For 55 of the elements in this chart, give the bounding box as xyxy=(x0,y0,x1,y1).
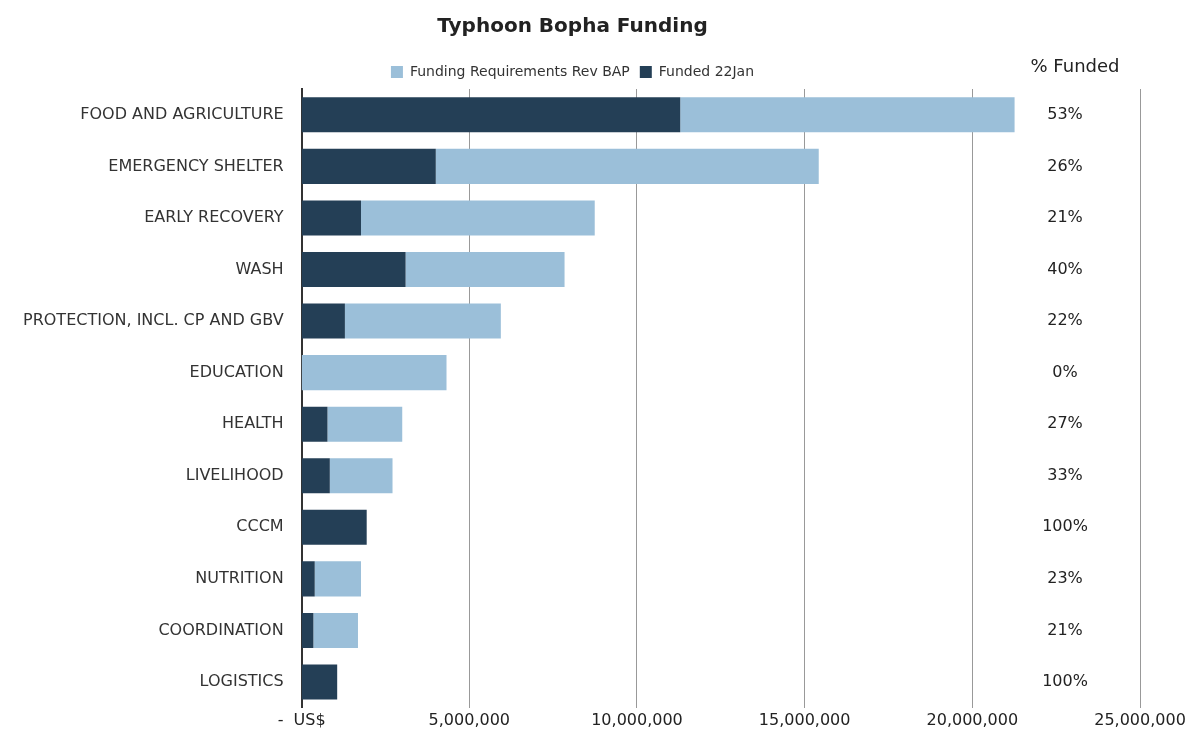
annotation: 21% xyxy=(1047,619,1083,639)
bar xyxy=(301,148,436,184)
bar xyxy=(301,458,330,494)
x-tick-label: - US$ xyxy=(277,709,326,729)
bar xyxy=(680,97,1015,133)
bar xyxy=(327,406,403,442)
bar xyxy=(344,303,501,339)
bar xyxy=(301,612,314,648)
annotation: 21% xyxy=(1047,207,1083,227)
annotation: 0% xyxy=(1052,361,1078,381)
bar xyxy=(301,561,315,597)
bar xyxy=(301,355,447,391)
bar xyxy=(313,612,358,648)
annotation: 26% xyxy=(1047,155,1083,175)
legend-label: Funding Requirements Rev BAP xyxy=(409,62,630,79)
bar xyxy=(314,561,361,597)
y-tick-label: EMERGENCY SHELTER xyxy=(108,155,284,175)
bar xyxy=(301,509,367,545)
bar xyxy=(301,664,338,700)
x-tick-label: 5,000,000 xyxy=(428,709,511,729)
x-tick-label: 15,000,000 xyxy=(758,709,851,729)
y-tick-label: PROTECTION, INCL. CP AND GBV xyxy=(23,310,284,330)
y-tick-label: FOOD AND AGRICULTURE xyxy=(80,103,284,123)
bar xyxy=(361,200,595,236)
x-tick-label: 25,000,000 xyxy=(1094,709,1186,729)
bar xyxy=(435,148,819,184)
y-tick-label: EDUCATION xyxy=(189,361,284,381)
bar xyxy=(329,458,393,494)
x-tick-label: 20,000,000 xyxy=(926,709,1019,729)
y-tick-label: EARLY RECOVERY xyxy=(144,207,284,227)
bar xyxy=(301,200,361,236)
legend-label: Funded 22Jan xyxy=(658,62,755,79)
annotation: 53% xyxy=(1047,103,1083,123)
annotation: 22% xyxy=(1047,310,1083,330)
annotation: 27% xyxy=(1047,413,1083,433)
y-tick-label: LIVELIHOOD xyxy=(185,464,284,484)
annotation: 40% xyxy=(1047,258,1083,278)
bar xyxy=(301,303,345,339)
text: % Funded xyxy=(1030,54,1120,76)
annotation: 33% xyxy=(1047,464,1083,484)
x-tick-label: 10,000,000 xyxy=(591,709,683,729)
annotation: 100% xyxy=(1042,516,1088,536)
annotation: 100% xyxy=(1042,671,1088,691)
bar xyxy=(405,251,565,288)
bar xyxy=(301,251,406,288)
y-tick-label: CCCM xyxy=(236,516,284,536)
y-tick-label: HEALTH xyxy=(222,413,284,433)
bar xyxy=(301,97,681,133)
y-tick-label: LOGISTICS xyxy=(199,671,284,691)
y-tick-label: NUTRITION xyxy=(195,568,284,588)
bar xyxy=(301,406,328,442)
y-tick-label: WASH xyxy=(235,258,284,278)
y-tick-label: COORDINATION xyxy=(158,619,284,639)
chart-title: Typhoon Bopha Funding xyxy=(437,13,708,38)
annotation: 23% xyxy=(1047,568,1083,588)
